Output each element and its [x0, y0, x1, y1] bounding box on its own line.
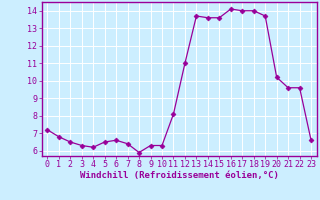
X-axis label: Windchill (Refroidissement éolien,°C): Windchill (Refroidissement éolien,°C)	[80, 171, 279, 180]
